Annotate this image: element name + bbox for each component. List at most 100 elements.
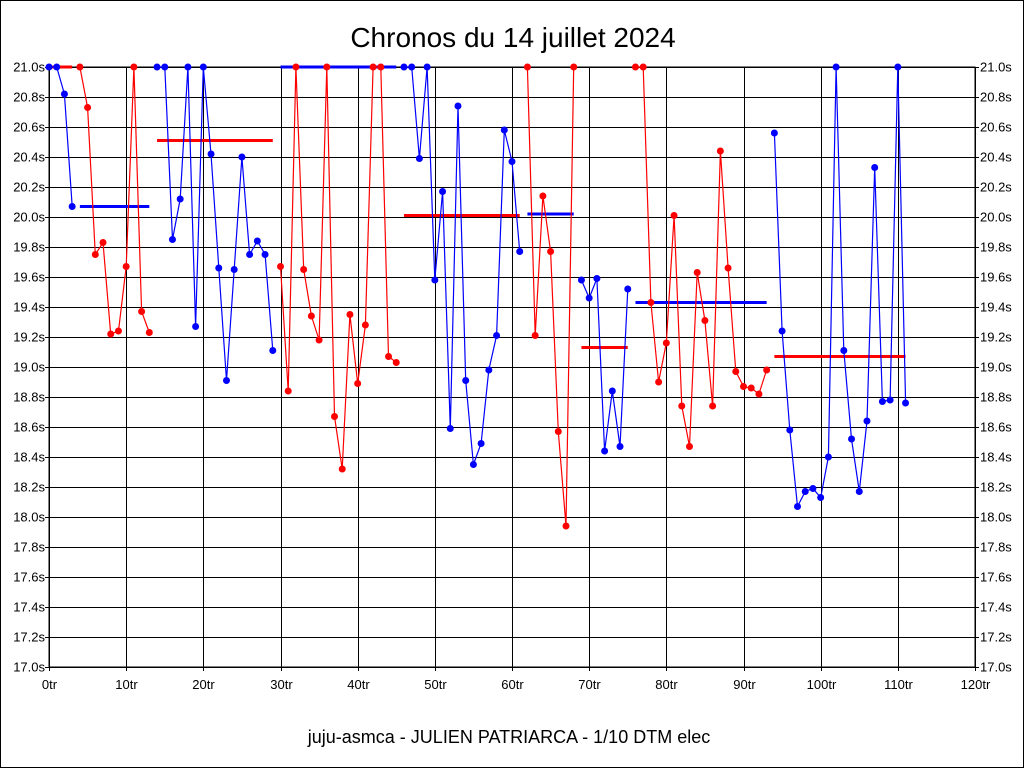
data-point xyxy=(331,413,339,420)
y-tick-label-right: 18.4s xyxy=(980,450,1012,465)
data-point xyxy=(716,147,724,155)
y-tick-label-right: 18.0s xyxy=(980,510,1012,525)
stint-series xyxy=(770,63,910,510)
data-point xyxy=(755,390,763,398)
data-point xyxy=(871,164,879,171)
series-line xyxy=(79,66,150,335)
data-point xyxy=(809,485,817,492)
data-point xyxy=(786,426,794,434)
x-tick-label: 30tr xyxy=(270,677,293,692)
data-point xyxy=(523,63,531,71)
data-point xyxy=(114,327,122,335)
data-point xyxy=(408,63,416,71)
y-tick-label-left: 17.8s xyxy=(13,540,45,555)
data-point xyxy=(670,212,678,219)
data-point xyxy=(685,443,693,450)
series-line xyxy=(157,66,274,381)
series-group xyxy=(45,63,910,530)
data-point xyxy=(431,276,439,284)
series-line xyxy=(635,66,768,447)
y-tick-label-left: 19.6s xyxy=(13,270,45,285)
data-point xyxy=(701,317,709,324)
y-tick-label-right: 21.0s xyxy=(980,60,1012,75)
chart-footer: juju-asmca - JULIEN PATRIARCA - 1/10 DTM… xyxy=(307,727,710,747)
data-point xyxy=(585,294,593,302)
data-point xyxy=(778,327,786,335)
x-tick-label: 70tr xyxy=(578,677,601,692)
x-tick-label: 50tr xyxy=(424,677,447,692)
data-point xyxy=(261,251,269,258)
chart-title: Chronos du 14 juillet 2024 xyxy=(350,22,675,53)
stint-series xyxy=(277,63,400,473)
data-point xyxy=(215,264,223,272)
x-tick-label: 20tr xyxy=(192,677,215,692)
x-tick-label: 40tr xyxy=(347,677,370,692)
y-tick-label-left: 18.0s xyxy=(13,510,45,525)
y-tick-label-right: 20.4s xyxy=(980,150,1012,165)
average-lines xyxy=(49,65,906,358)
data-point xyxy=(153,63,161,71)
data-point xyxy=(199,63,207,71)
data-point xyxy=(300,266,308,273)
y-tick-label-left: 20.4s xyxy=(13,150,45,165)
data-point xyxy=(647,299,655,306)
y-tick-label-right: 19.2s xyxy=(980,330,1012,345)
data-point xyxy=(130,63,138,71)
y-tick-label-left: 18.4s xyxy=(13,450,45,465)
data-point xyxy=(601,447,609,455)
y-tick-label-left: 19.0s xyxy=(13,360,45,375)
data-point xyxy=(902,399,910,407)
data-point xyxy=(724,264,732,272)
data-point xyxy=(624,285,632,293)
data-point xyxy=(577,276,585,284)
data-point xyxy=(277,263,284,270)
data-point xyxy=(740,383,747,390)
y-tick-label-right: 19.0s xyxy=(980,360,1012,375)
data-point xyxy=(562,522,570,530)
y-tick-label-right: 17.6s xyxy=(980,570,1012,585)
y-tick-label-left: 19.8s xyxy=(13,240,45,255)
y-tick-label-right: 20.0s xyxy=(980,210,1012,225)
grid xyxy=(45,67,979,671)
data-point xyxy=(848,435,856,443)
data-point xyxy=(500,126,508,134)
data-point xyxy=(794,503,802,510)
data-point xyxy=(145,329,153,336)
data-point xyxy=(168,236,176,243)
stint-series xyxy=(577,275,632,455)
data-point xyxy=(91,251,99,258)
data-point xyxy=(138,308,146,315)
data-point xyxy=(369,63,377,71)
y-tick-label-right: 17.0s xyxy=(980,660,1012,675)
y-tick-label-left: 20.8s xyxy=(13,90,45,105)
data-point xyxy=(817,494,825,501)
x-tick-label: 90tr xyxy=(733,677,756,692)
y-tick-label-right: 18.2s xyxy=(980,480,1012,495)
x-tick-label: 120tr xyxy=(961,677,991,692)
series-line xyxy=(279,66,397,470)
y-tick-label-left: 17.6s xyxy=(13,570,45,585)
y-tick-label-left: 20.0s xyxy=(13,210,45,225)
data-point xyxy=(485,366,493,374)
data-point xyxy=(346,311,354,318)
data-point xyxy=(76,63,84,71)
data-point xyxy=(269,347,277,354)
data-point xyxy=(122,263,130,270)
data-point xyxy=(608,387,616,395)
data-point xyxy=(662,339,670,347)
data-point xyxy=(547,248,555,255)
x-tick-label: 10tr xyxy=(115,677,138,692)
data-point xyxy=(655,378,663,386)
data-point xyxy=(770,129,778,137)
data-point xyxy=(107,330,115,338)
data-point xyxy=(747,384,755,392)
data-point xyxy=(570,63,578,71)
data-point xyxy=(192,323,200,330)
stint-series xyxy=(76,63,153,338)
data-point xyxy=(253,237,261,245)
data-point xyxy=(693,269,701,276)
y-tick-label-left: 17.0s xyxy=(13,660,45,675)
data-point xyxy=(709,402,717,410)
